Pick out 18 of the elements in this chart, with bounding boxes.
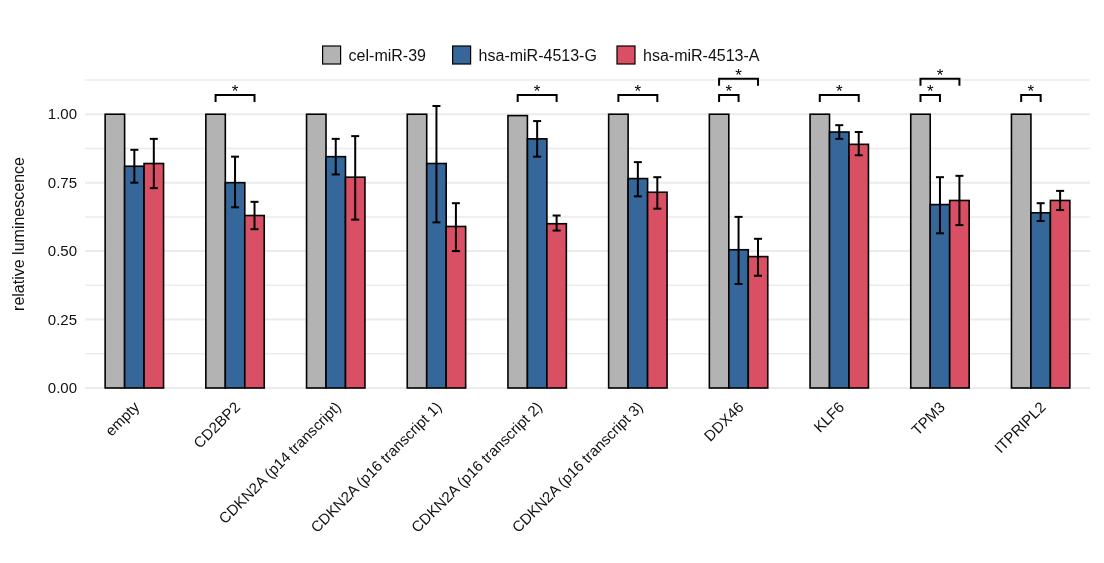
y-tick-label: 0.25: [47, 310, 77, 328]
annotation: *: [936, 65, 944, 85]
legend-label: hsa-miR-4513-A: [643, 46, 760, 64]
y-axis-title: relative luminescence: [10, 156, 27, 311]
annotation: *: [725, 82, 733, 102]
legend-label: cel-miR-39: [348, 46, 427, 64]
y-tick-label: 1.00: [47, 105, 77, 123]
legend-label: hsa-miR-4513-G: [478, 46, 597, 64]
y-tick-label: 0.50: [47, 242, 77, 260]
annotation: *: [735, 65, 743, 85]
annotation: *: [231, 82, 239, 102]
annotation: *: [634, 82, 642, 102]
annotation: *: [533, 82, 541, 102]
annotation: *: [835, 82, 843, 102]
y-tick-label: 0.00: [47, 379, 77, 397]
annotation: *: [926, 82, 934, 102]
y-tick-label: 0.75: [47, 173, 77, 191]
annotation: *: [1027, 82, 1035, 102]
